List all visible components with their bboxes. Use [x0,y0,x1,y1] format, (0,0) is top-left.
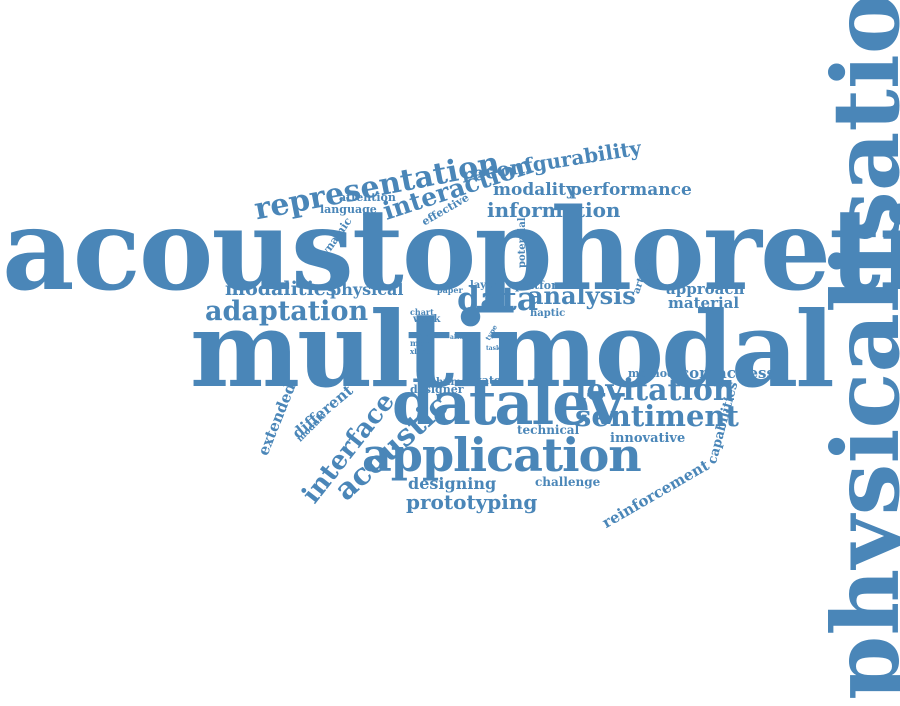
word-more: more [410,338,434,348]
word-innovative: innovative [610,431,686,446]
word-physical: physical [330,280,404,299]
word-gate: gate [474,374,501,387]
word-technical: technical [517,423,580,437]
word-paper: paper [437,285,463,295]
word-material: material [668,294,740,312]
word-modalities: modalities [225,278,337,300]
word-xlnet: xlnet [410,347,430,356]
word-physicalisation: physicalisation [812,0,900,700]
word-analysis: analysis [528,281,636,310]
word-platform: platform [515,279,569,292]
word-designer: designer [410,383,464,396]
word-information: information [487,198,621,222]
word-work: work [413,314,441,325]
word-reconfgurability: reconfgurability [459,135,643,188]
word-data: data [457,279,539,318]
word-chart: chart [410,307,434,317]
word-adaptation: adaptation [205,296,369,327]
word-layer: layer [470,280,498,291]
word-haptic: haptic [530,308,566,319]
word-contactless: contactless [680,364,775,382]
word-acoustophoretic: acoustophoretic [2,185,900,316]
word-attention: attention [339,191,396,204]
word-human: human [436,377,475,388]
word-sentiment: sentiment [575,399,739,433]
word-challenge: challenge [535,475,601,489]
word-application: application [362,428,642,482]
word-levitation: levitation [575,373,735,408]
word-task: task [486,345,501,352]
word-multimodal: multimodal [190,288,835,411]
word-modality: modality [493,180,576,200]
word-prototyping: prototyping [406,490,538,514]
word-potential: potential [517,217,528,268]
word-also: also [450,334,464,341]
word-language: language [320,203,377,216]
word-designing: designing [408,474,497,493]
word-datalev: datalev [392,369,623,439]
word-approach: approach [666,280,745,298]
word-method: method [628,367,675,380]
word-performance: performance [570,180,692,200]
word-wave: wave [412,330,434,340]
